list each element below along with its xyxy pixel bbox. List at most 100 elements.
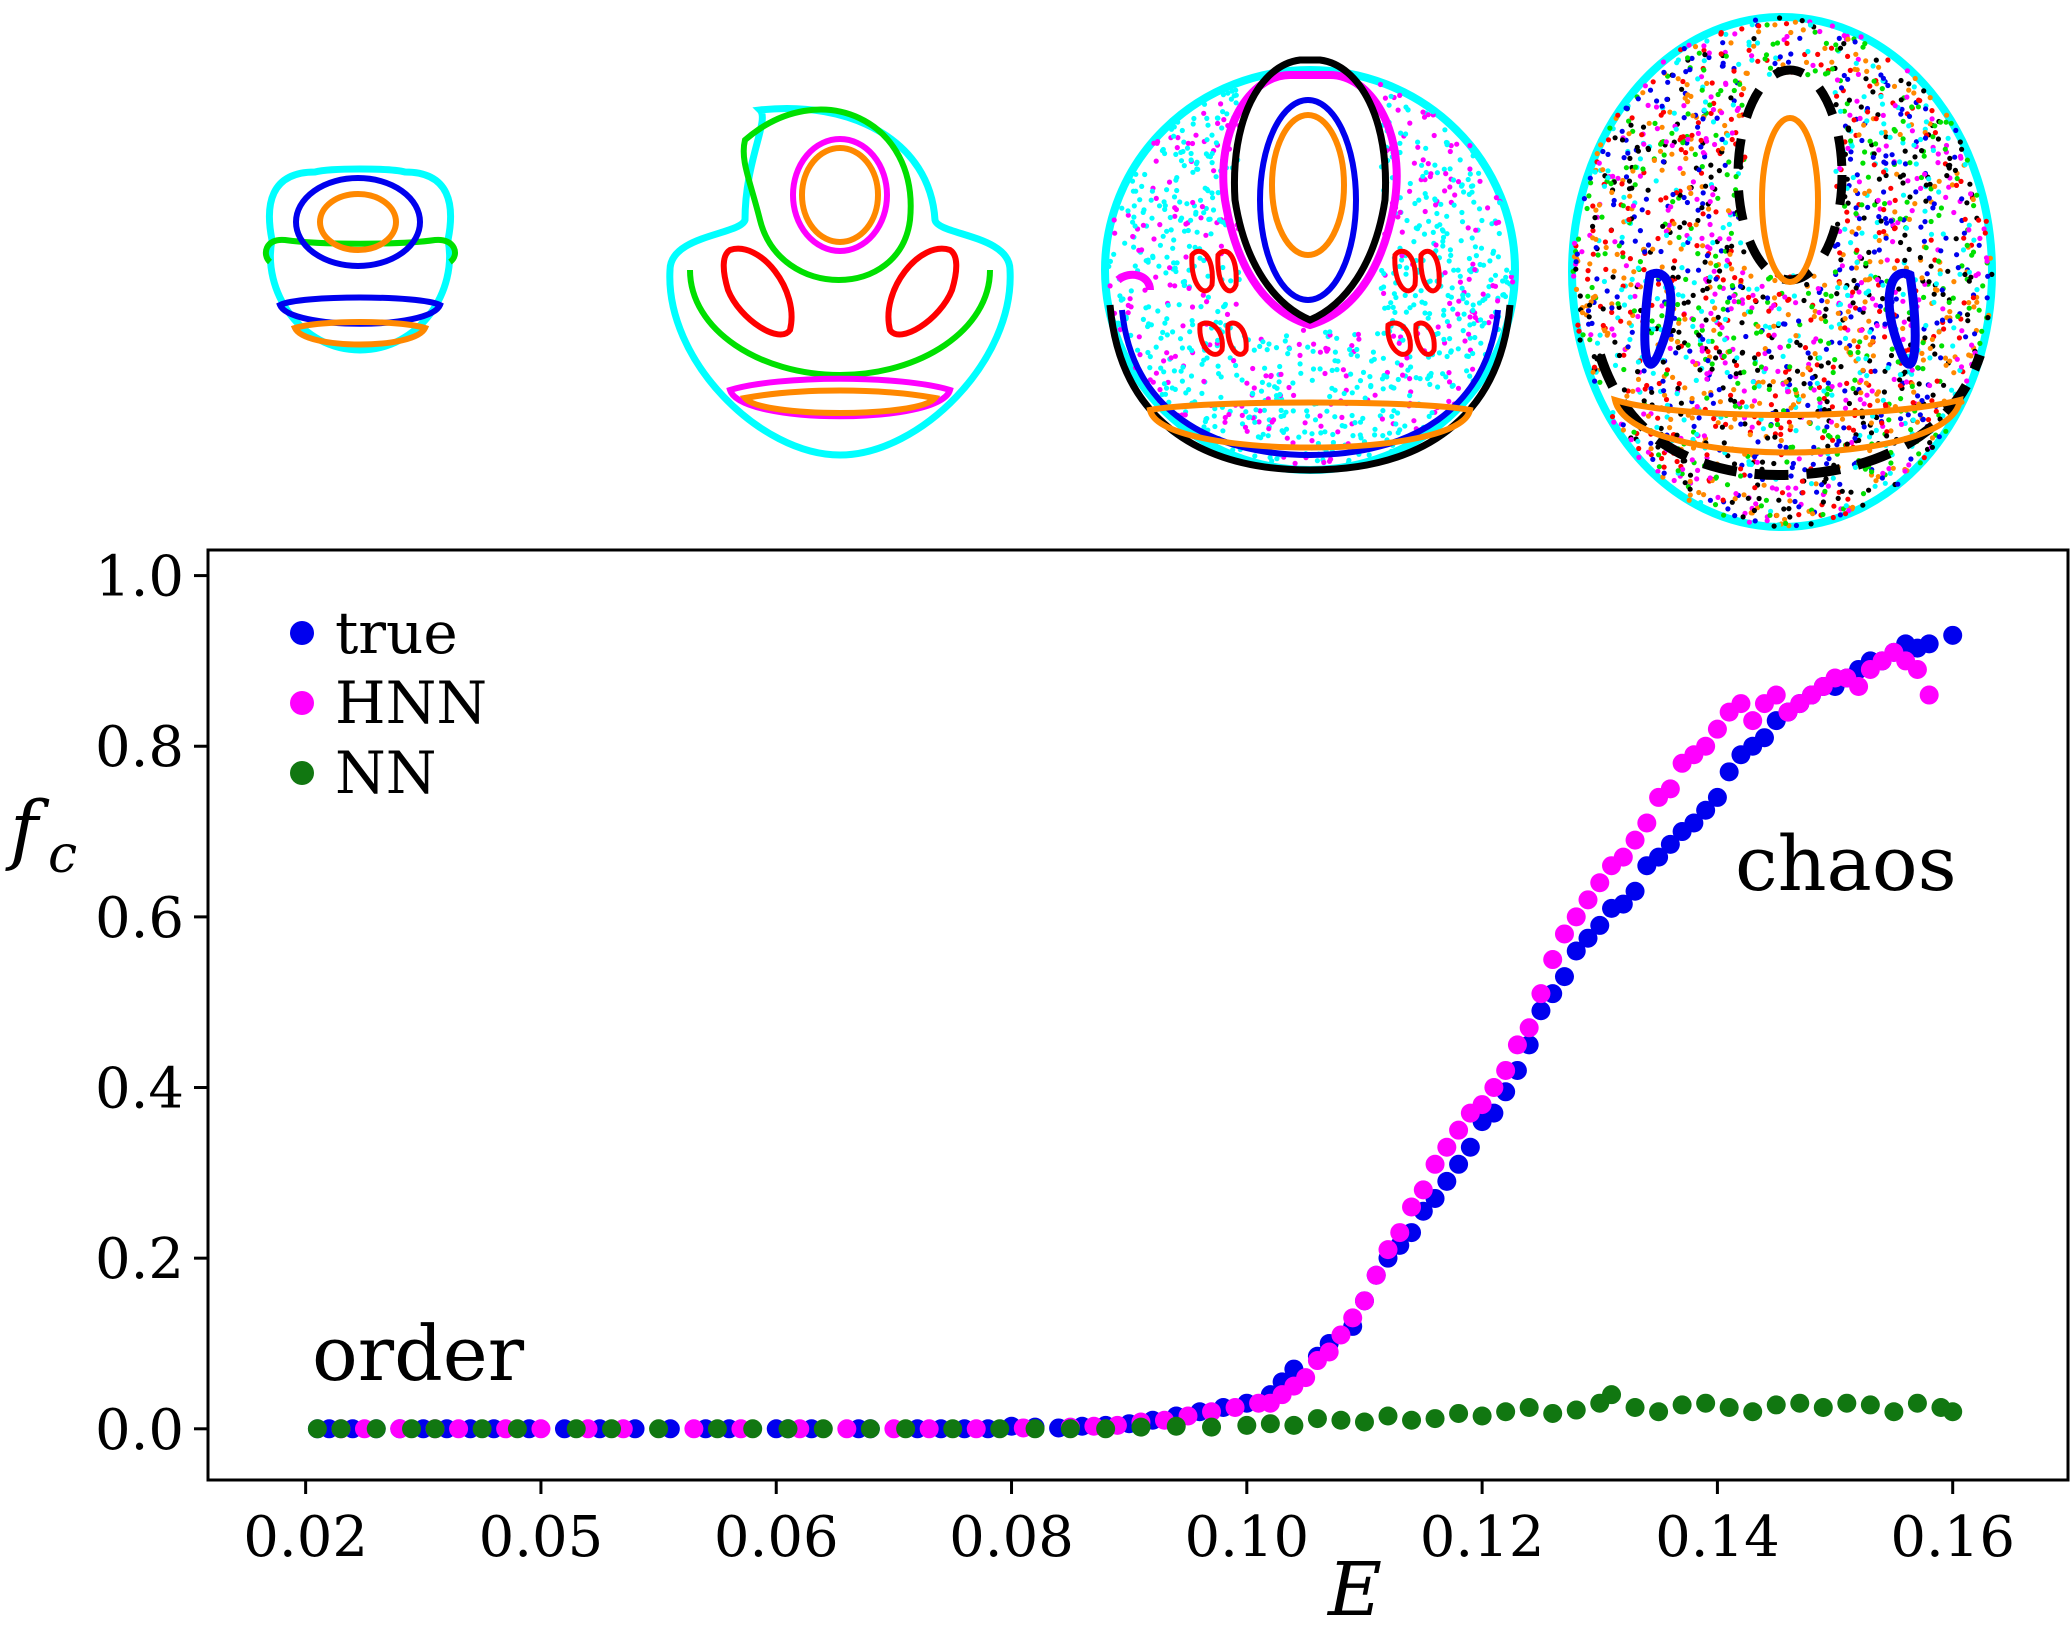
section-dot — [1966, 269, 1972, 275]
section-dot — [1719, 424, 1725, 430]
section-dot — [1825, 360, 1831, 366]
section-dot — [1885, 57, 1891, 63]
section-dot — [1760, 379, 1766, 385]
section-dot — [1131, 203, 1137, 209]
section-dot — [1459, 209, 1465, 216]
section-dot — [1675, 292, 1681, 298]
section-dot — [1858, 390, 1864, 396]
section-dot — [1754, 40, 1761, 46]
section-dot — [1652, 120, 1658, 126]
section-dot — [1274, 385, 1280, 391]
section-dot — [1168, 355, 1174, 361]
section-dot — [1349, 343, 1355, 349]
section-dot — [1684, 199, 1690, 206]
section-dot — [1823, 40, 1829, 47]
data-point-nn — [566, 1419, 586, 1439]
section-dot — [1890, 465, 1896, 471]
section-3-red-island-5 — [1392, 248, 1418, 294]
section-dot — [1708, 162, 1714, 168]
section-dot — [1111, 217, 1117, 223]
section-dot — [1632, 182, 1638, 188]
section-dot — [1943, 362, 1949, 368]
section-dot — [1628, 95, 1634, 101]
section-dot — [1894, 171, 1900, 177]
section-dot — [1426, 373, 1432, 379]
section-dot — [1626, 118, 1632, 124]
section-dot — [1847, 350, 1853, 356]
section-dot — [1681, 194, 1687, 201]
section-dot — [1407, 188, 1413, 194]
section-dot — [1766, 386, 1772, 392]
section-dot — [1614, 294, 1620, 300]
section-dot — [1274, 456, 1280, 462]
section-dot — [1728, 397, 1734, 403]
section-dot — [1863, 356, 1869, 362]
data-point-hnn — [1425, 1154, 1445, 1174]
section-dot — [1954, 252, 1960, 258]
section-dot — [1493, 220, 1499, 226]
data-point-nn — [307, 1419, 327, 1439]
data-point-true — [1566, 941, 1586, 961]
section-dot — [1820, 499, 1826, 505]
data-point-nn — [1166, 1416, 1186, 1436]
section-dot — [1601, 183, 1608, 189]
data-point-nn — [1943, 1402, 1963, 1422]
section-dot — [1132, 263, 1138, 269]
section-dot — [1864, 118, 1870, 124]
section-dot — [1403, 131, 1409, 137]
section-dot — [1922, 171, 1928, 177]
section-dot — [1586, 193, 1592, 199]
section-dot — [1400, 372, 1406, 378]
section-dot — [1162, 320, 1168, 326]
y-axis-label-subscript: c — [48, 825, 77, 885]
section-dot — [1488, 361, 1494, 367]
section-dot — [1199, 390, 1205, 396]
section-dot — [1380, 433, 1386, 439]
y-tick-label: 1.0 — [95, 545, 184, 610]
section-dot — [1366, 452, 1372, 458]
section-dot — [1675, 274, 1681, 280]
section-dot — [1704, 138, 1710, 144]
section-dot — [1854, 98, 1860, 104]
section-dot — [1829, 59, 1835, 65]
section-dot — [1492, 272, 1499, 278]
section-dot — [1709, 366, 1715, 372]
section-dot — [1476, 300, 1483, 306]
section-dot — [1718, 248, 1724, 254]
section-dot — [1680, 293, 1686, 299]
section-dot — [1723, 53, 1729, 59]
section-dot — [1903, 379, 1910, 385]
section-dot — [1934, 287, 1940, 293]
section-dot — [1724, 482, 1731, 488]
section-dot — [1503, 274, 1509, 280]
section-dot — [1699, 87, 1705, 93]
section-dot — [1218, 243, 1224, 249]
section-dot — [1432, 162, 1438, 168]
section-dot — [1911, 389, 1917, 395]
section-dot — [1863, 334, 1869, 341]
section-dot — [1943, 194, 1949, 200]
section-dot — [1930, 134, 1936, 140]
section-dot — [1125, 212, 1131, 218]
section-dot — [1835, 310, 1841, 316]
section-dot — [1873, 116, 1879, 122]
section-3-blue-arc — [1119, 309, 1501, 459]
section-dot — [1646, 120, 1652, 126]
section-dot — [1936, 212, 1942, 218]
section-dot — [1755, 439, 1761, 445]
section-dot — [1865, 109, 1871, 115]
section-dot — [1796, 396, 1802, 402]
section-dot — [1860, 367, 1866, 373]
section-dot — [1845, 145, 1851, 151]
data-point-nn — [1813, 1397, 1833, 1417]
section-dot — [1921, 153, 1927, 159]
section-dot — [1683, 354, 1689, 360]
section-dot — [1881, 121, 1887, 127]
section-dot — [1969, 252, 1975, 258]
section-dot — [1397, 427, 1403, 433]
data-point-true — [1696, 800, 1716, 820]
section-dot — [1282, 338, 1288, 344]
section-dot — [1872, 483, 1878, 489]
section-dot — [1912, 75, 1918, 82]
